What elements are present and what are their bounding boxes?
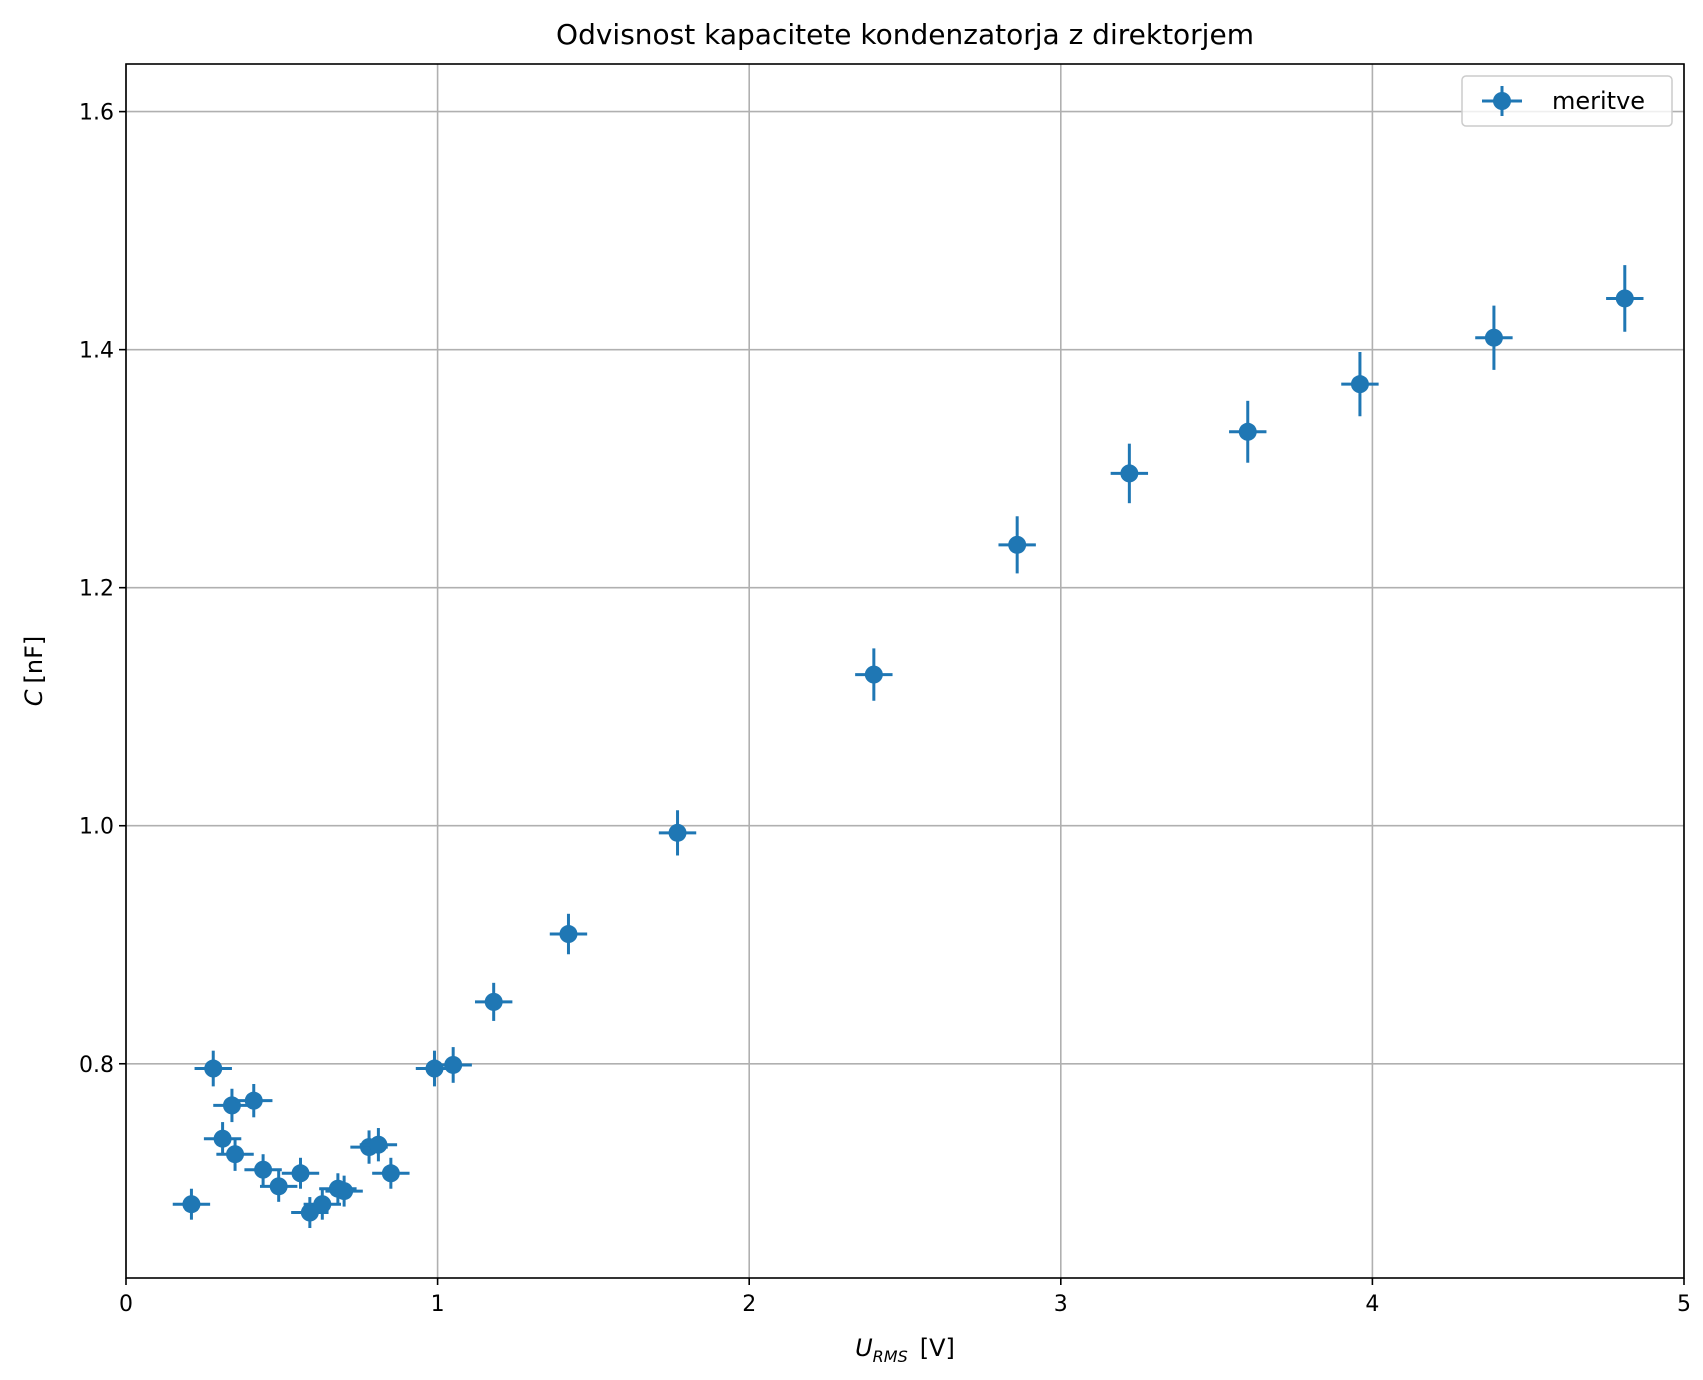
data-point [1110,443,1149,504]
point-marker [559,925,578,944]
point-marker [444,1055,463,1074]
point-marker [1615,289,1634,308]
x-tick-label: 2 [742,1292,756,1317]
point-marker [864,665,883,684]
x-tick-label: 4 [1365,1292,1379,1317]
x-tick-label: 5 [1677,1292,1691,1317]
x-axis-label: URMS [V] [855,1334,955,1366]
point-marker [204,1059,223,1078]
chart-title: Odvisnost kapacitete kondenzatorja z dir… [556,18,1254,51]
point-marker [213,1129,232,1148]
point-marker [335,1182,354,1201]
point-marker [182,1195,201,1214]
data-point [216,1137,254,1171]
data-point [259,1170,298,1202]
data-point [658,810,697,856]
x-tick-label: 3 [1054,1292,1068,1317]
y-tick-label: 0.8 [79,1053,114,1078]
data-point [855,648,893,701]
point-marker [369,1135,388,1154]
data-point [194,1050,232,1087]
x-axis-unit: [V] [920,1334,955,1362]
data-point [281,1157,320,1189]
legend: meritve [1461,75,1673,127]
data-point [172,1188,211,1220]
y-tick-label: 1.0 [79,815,114,840]
x-axis-subscript: RMS [873,1347,908,1366]
point-marker [254,1160,273,1179]
data-point [1475,305,1513,370]
point-marker [222,1096,241,1115]
point-marker [269,1177,288,1196]
point-marker [381,1164,400,1183]
data-point [1229,400,1267,463]
grid [125,64,1685,1278]
data-point [244,1154,282,1186]
point-marker [1350,375,1369,394]
point-marker [668,823,687,842]
point-marker [226,1145,245,1164]
point-marker [1484,328,1503,347]
data-point [359,1128,398,1162]
y-axis-symbol: C [20,689,48,706]
y-tick-label: 1.4 [79,339,114,364]
y-tick-label: 1.6 [79,101,114,126]
x-axis-symbol: U [855,1334,873,1362]
point-marker [291,1164,310,1183]
y-tick-label: 1.2 [79,577,114,602]
point-marker [1008,535,1027,554]
y-axis-unit: [nF] [20,636,48,684]
data-points [172,265,1644,1229]
point-marker [1238,422,1257,441]
legend-point-marker [1493,92,1511,110]
legend-marker [1482,86,1522,116]
legend-box [1461,75,1673,127]
data-point [235,1083,273,1118]
data-point [1341,352,1379,417]
point-marker [244,1091,263,1110]
data-point [1606,265,1644,332]
x-tick-label: 1 [431,1292,445,1317]
data-point [998,516,1036,574]
y-axis-label: C [nF] [20,636,48,707]
point-marker [1120,464,1139,483]
plot-frame [125,63,1685,1279]
legend-label-meritve: meritve [1552,87,1645,115]
x-tick-label: 0 [119,1292,133,1317]
axis-ticks: 0 1 2 3 4 5 0.8 1.0 1.2 1.4 1.6 [79,101,1691,1317]
data-point [325,1175,363,1207]
point-marker [484,992,503,1011]
point-marker [313,1195,332,1214]
data-point [549,913,588,955]
data-point [303,1188,342,1220]
data-point [474,982,513,1021]
data-point [372,1157,410,1189]
point-marker [425,1059,444,1078]
data-point [434,1047,472,1083]
